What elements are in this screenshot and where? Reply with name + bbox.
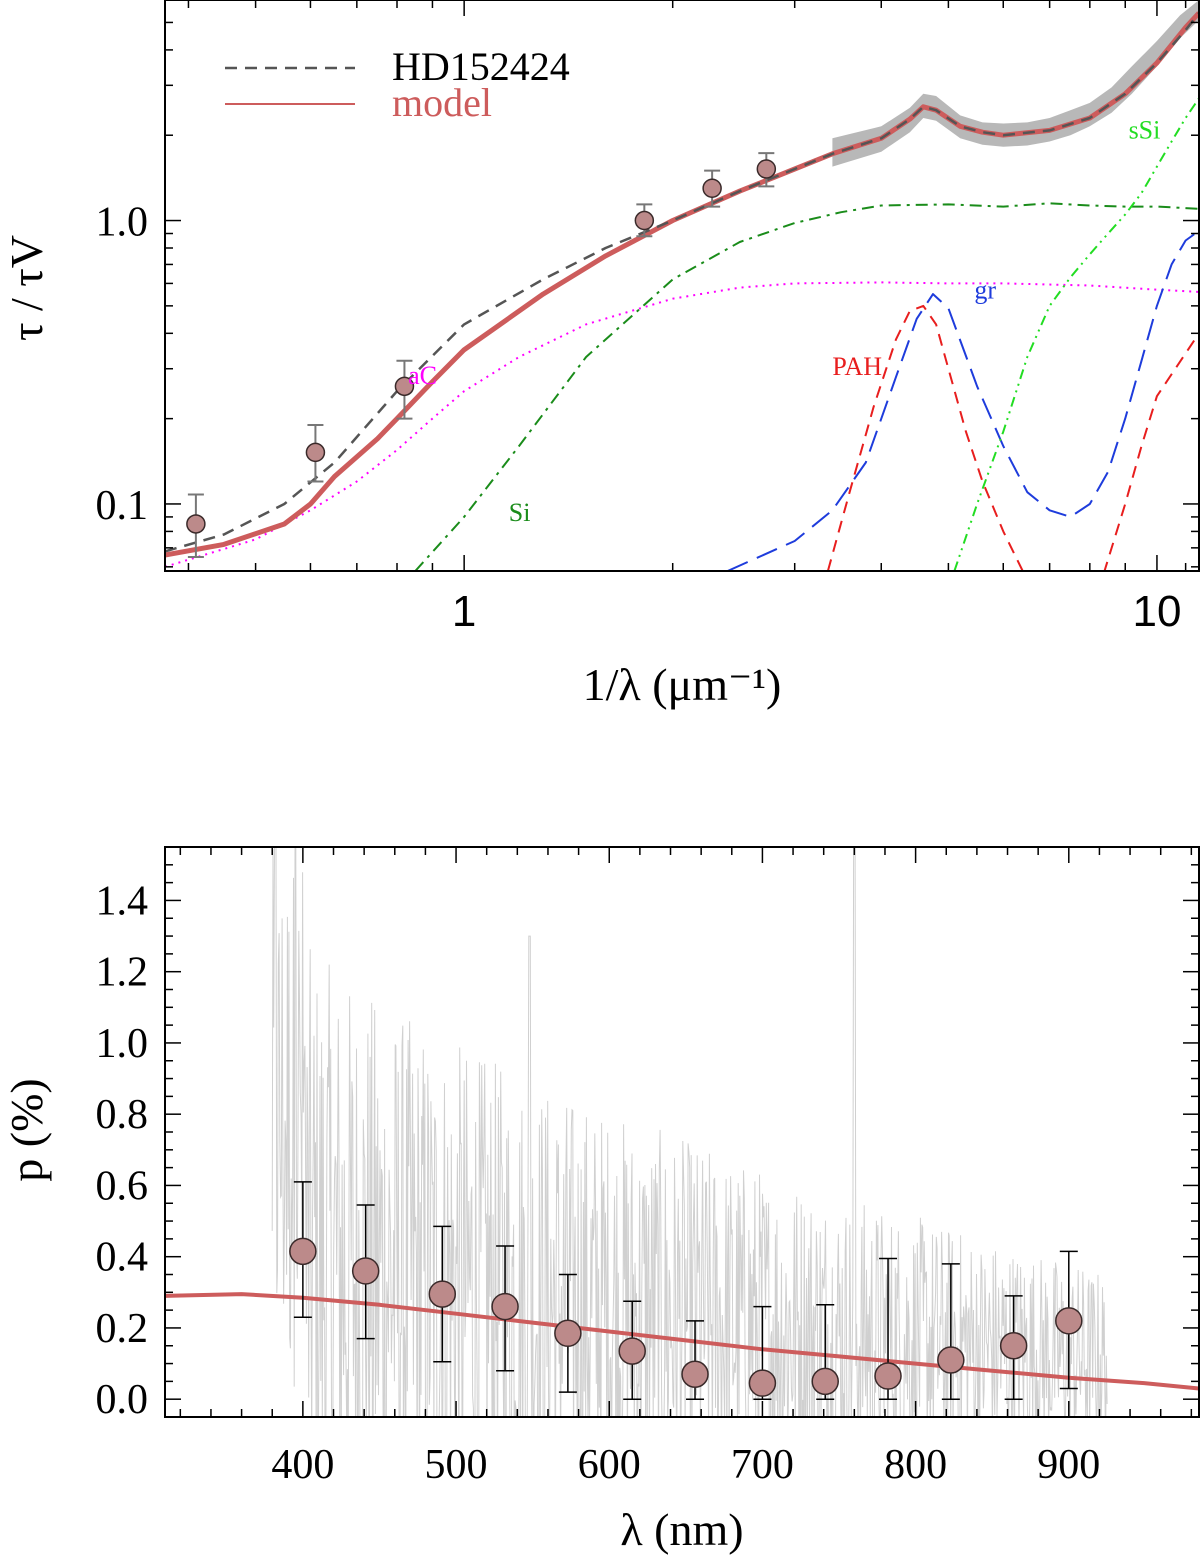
- series-line-model-p: [165, 1292, 1199, 1391]
- data-point: [999, 1332, 1028, 1360]
- data-point: [305, 442, 326, 463]
- polarization-ticks-group: 400 500 600 700 800 900 0.0 0.2 0.4 0.6 0.8 1.0 1.2 1…: [96, 847, 1199, 1488]
- data-point: [748, 1369, 777, 1397]
- component-label-pah: PAH: [832, 352, 882, 381]
- component-label-si: Si: [509, 498, 531, 527]
- noisy-spectrum-line: [271, 847, 1108, 1417]
- x-tick-label: 1: [452, 587, 476, 636]
- data-point: [186, 514, 206, 534]
- extinction-plot-frame: [164, 0, 1200, 572]
- y-axis-label-top: τ / τV: [1, 235, 52, 341]
- x-tick-label: 400: [271, 1442, 334, 1488]
- y-tick-label: 0.1: [96, 483, 149, 529]
- x-tick-label: 600: [578, 1442, 641, 1488]
- series-line-hd152424: [165, 12, 1199, 553]
- data-point: [874, 1362, 902, 1390]
- y-tick-label: 1.0: [96, 1021, 149, 1067]
- series-line-gr: [727, 229, 1199, 571]
- x-tick-label: 700: [731, 1442, 794, 1488]
- data-point: [634, 210, 655, 231]
- extinction-ticks-group: 1 10 0.1 1.0: [96, 0, 1199, 636]
- extinction-points-group: [186, 152, 777, 558]
- data-point: [811, 1367, 839, 1396]
- legend-label-model: model: [392, 80, 492, 125]
- data-point: [618, 1337, 646, 1365]
- y-tick-label: 1.2: [96, 950, 149, 996]
- series-line-si: [414, 202, 1199, 571]
- x-axis-label-bottom: λ (nm): [620, 1504, 743, 1555]
- data-point: [491, 1292, 519, 1321]
- data-point: [937, 1346, 965, 1374]
- component-label-ac: aC: [408, 361, 437, 390]
- y-axis-label-top-text: τ / τV: [1, 235, 52, 341]
- y-tick-label: 0.2: [96, 1306, 149, 1352]
- x-axis-label-top: 1/λ (μm⁻¹): [583, 659, 782, 710]
- y-axis-label-bottom-text: p (%): [1, 1078, 52, 1181]
- polarization-points-group: [289, 1181, 1083, 1400]
- y-axis-label-bottom: p (%): [1, 1078, 52, 1181]
- series-line-ssi: [953, 97, 1199, 571]
- y-tick-label: 0.4: [96, 1235, 149, 1281]
- polarization-series-group: [165, 1292, 1199, 1391]
- data-point: [394, 376, 415, 397]
- component-label-gr: gr: [974, 276, 996, 305]
- noisy-spectrum-group: [271, 847, 1108, 1417]
- x-tick-label: 10: [1132, 587, 1181, 636]
- y-tick-label: 1.4: [96, 878, 149, 924]
- legend: HD152424 model: [225, 44, 570, 125]
- data-point: [554, 1319, 582, 1348]
- legend-label-observed: HD152424: [392, 44, 570, 89]
- data-point: [428, 1280, 457, 1308]
- y-tick-label: 0.8: [96, 1092, 149, 1138]
- component-label-ssi: sSi: [1129, 115, 1161, 144]
- extinction-series-group: [165, 11, 1199, 571]
- y-tick-label: 1.0: [96, 200, 149, 246]
- data-point: [1055, 1307, 1083, 1335]
- x-tick-label: 800: [884, 1442, 947, 1488]
- data-point: [756, 159, 777, 179]
- x-tick-label: 900: [1037, 1442, 1100, 1488]
- y-tick-label: 0.6: [96, 1163, 149, 1209]
- data-point: [681, 1360, 709, 1388]
- component-labels-group: aC Si PAH gr sSi: [408, 115, 1160, 527]
- x-tick-label: 500: [425, 1442, 488, 1488]
- extinction-panel: aC Si PAH gr sSi 1 10 0.1 1.0 HD152424 model 1/…: [1, 0, 1200, 710]
- y-tick-label: 0.0: [96, 1377, 149, 1423]
- data-point: [702, 178, 722, 198]
- data-point: [289, 1237, 317, 1266]
- polarization-panel: 400 500 600 700 800 900 0.0 0.2 0.4 0.6 0.8 1.0 1.2 1…: [1, 846, 1200, 1555]
- data-point: [351, 1257, 380, 1285]
- series-line-pah: [826, 304, 1199, 571]
- x-axis-label-top-text: 1/λ (μm⁻¹): [583, 659, 782, 710]
